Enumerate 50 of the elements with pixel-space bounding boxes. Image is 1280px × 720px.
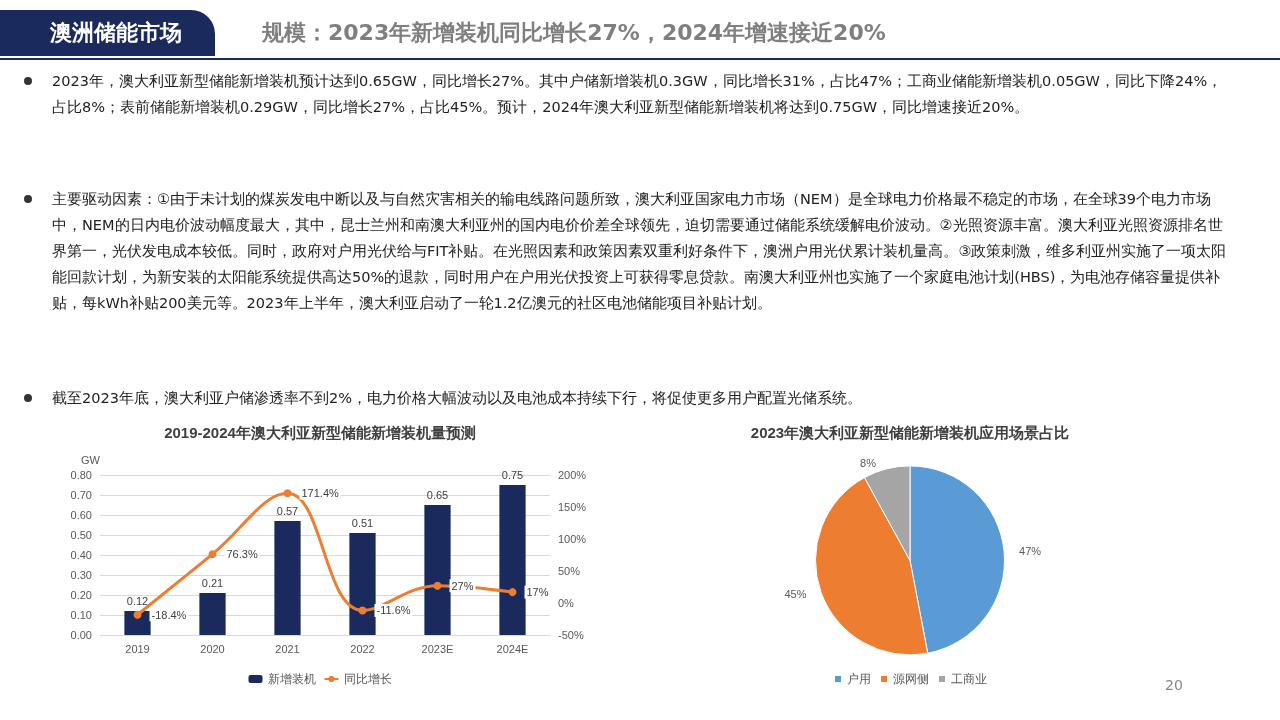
y-tick-label: 0.80	[70, 469, 92, 481]
data-label: 47%	[1019, 544, 1042, 557]
y2-tick-label: -50%	[558, 629, 584, 641]
y2-tick-label: 0%	[558, 597, 575, 609]
text: 规模：2023年新增装机同比增长27%，2024年增速接近20%	[262, 19, 886, 47]
data-label: -11.6%	[376, 604, 411, 617]
x-tick-label: 2019	[125, 642, 150, 655]
data-label: 0.75	[501, 468, 524, 481]
y-tick-label: 0.50	[70, 529, 92, 541]
text: 20	[1165, 677, 1183, 693]
y2-tick-label: 150%	[558, 501, 587, 513]
x-tick-label: 2023E	[421, 642, 454, 655]
x-tick-label: 2024E	[496, 642, 529, 655]
text: 截至2023年底，澳大利亚户储渗透率不到2%，电力价格大幅波动以及电池成本持续下行，将促使更多用户配置光储系统。	[52, 385, 1232, 411]
data-label: 17%	[526, 586, 549, 599]
y-tick-label: 0.30	[70, 569, 92, 581]
data-label: 27%	[451, 579, 474, 592]
legend-label: 新增装机	[267, 672, 316, 686]
data-label: 0.12	[126, 594, 149, 607]
chart-title: 2019-2024年澳大利亚新型储能新增装机量预测	[164, 424, 476, 441]
data-label: 0.21	[201, 576, 224, 589]
x-tick-label: 2021	[275, 642, 300, 655]
y-tick-label: 0.00	[70, 629, 92, 641]
y-tick-label: 0.60	[70, 509, 92, 521]
y2-tick-label: 200%	[558, 469, 587, 481]
y-tick-label: 0.70	[70, 489, 92, 501]
data-label: 0.57	[276, 504, 299, 517]
text: 2023年，澳大利亚新型储能新增装机预计达到0.65GW，同比增长27%。其中户储新增装机0.3GW，同比增长31%，占比47%；工商业储能新增装机0.05GW，同比下降24%，占比8%；表前储能新增装机0.29GW，同比增长27%，占比45%。预计，2024年澳大利亚新型储能新增装机将达到0.75GW，同比增速接近20%。	[52, 68, 1232, 120]
data-label: 76.3%	[226, 548, 258, 561]
y-tick-label: 0.40	[70, 549, 92, 561]
y2-tick-label: 100%	[558, 533, 587, 545]
data-label: 0.65	[426, 488, 449, 501]
x-tick-label: 2022	[350, 642, 375, 655]
y-tick-label: 0.20	[70, 589, 92, 601]
y-axis-title: GW	[81, 453, 101, 466]
text: 澳洲储能市场	[0, 10, 215, 56]
legend-label: 同比增长	[343, 672, 392, 686]
data-label: -18.4%	[151, 608, 187, 621]
y2-tick-label: 50%	[558, 565, 581, 577]
data-label: 0.51	[351, 516, 374, 529]
text: 主要驱动因素：①由于未计划的煤炭发电中断以及与自然灾害相关的输电线路问题所致，澳大利亚国家电力市场（NEM）是全球电力价格最不稳定的市场，在全球39个电力市场中，NEM的日内电价波动幅度最大，其中，昆士兰州和南澳大利亚州的国内电价价差全球领先，迫切需要通过储能系统缓解电价波动。②光照资源丰富。澳大利亚光照资源排名世界第一，光伏发电成本较低。同时，政府对户用光伏给与FIT补贴。在光照因素和政策因素双重利好条件下，澳洲户用光伏累计装机量高。③政策刺激，维多利亚州实施了一项太阳能回款计划，为新安装的太阳能系统提供高达50%的退款，同时用户在户用光伏投资上可获得零息贷款。南澳大利亚州也实施了一个家庭电池计划(HBS)，为电池存储容量提供补贴，每kWh补贴200美元等。2023年上半年，澳大利亚启动了一轮1.2亿澳元的社区电池储能项目补贴计划。	[52, 186, 1232, 316]
data-label: 45%	[784, 588, 807, 601]
data-label: 8%	[860, 457, 877, 470]
y-tick-label: 0.10	[70, 609, 92, 621]
data-label: 171.4%	[301, 487, 340, 500]
chart-title: 2023年澳大利亚新型储能新增装机应用场景占比	[750, 424, 1070, 441]
legend-label: 工商业	[951, 672, 987, 686]
x-tick-label: 2020	[200, 642, 225, 655]
legend-label: 源网侧	[893, 672, 929, 686]
legend-label: 户用	[847, 672, 871, 686]
